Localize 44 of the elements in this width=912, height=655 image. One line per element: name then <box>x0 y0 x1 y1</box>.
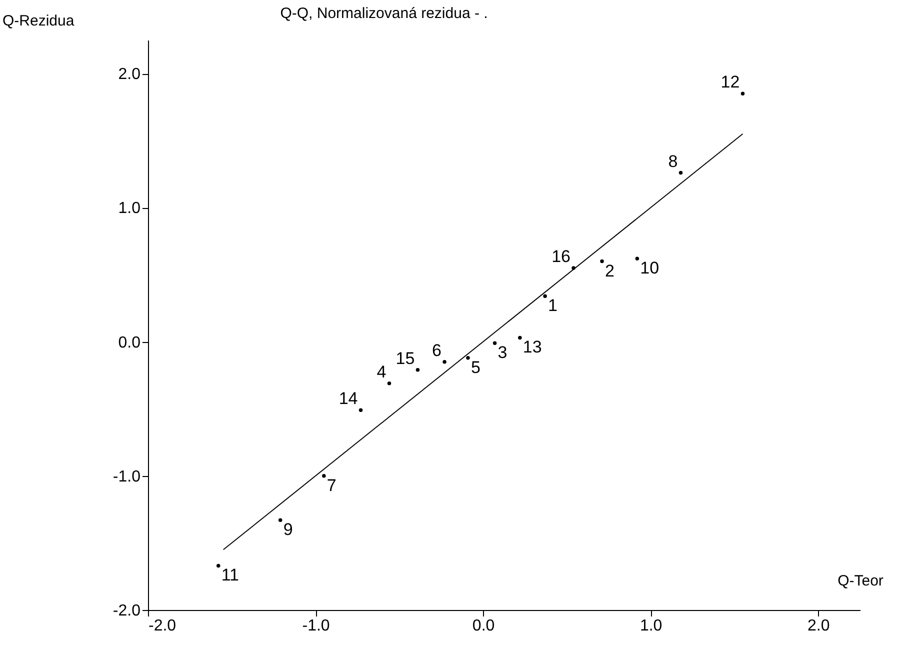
y-tick-label: -2.0 <box>112 602 141 620</box>
x-tick-label: 1.0 <box>640 618 662 634</box>
annotation: 9 <box>283 520 293 540</box>
point <box>740 92 745 96</box>
y-tick-label: 2.0 <box>118 66 141 84</box>
y-tick-label: 0.0 <box>118 334 141 352</box>
annotation: 4 <box>376 362 386 382</box>
annotation: 13 <box>522 338 542 357</box>
annotation: 11 <box>221 566 240 585</box>
chart-title: Q-Q, Normalizovaná rezidua - . <box>280 5 488 22</box>
point <box>678 170 683 175</box>
annotation: 7 <box>326 476 336 495</box>
point <box>278 518 282 522</box>
x-axis-title: Q-Teor <box>838 572 884 590</box>
annotation: 3 <box>498 343 508 362</box>
point <box>635 256 640 260</box>
x-tick-label: -2.0 <box>148 618 176 634</box>
x-tick-label: -1.0 <box>302 618 330 634</box>
annotation: 16 <box>552 247 571 266</box>
annotation: 1 <box>548 296 558 316</box>
annotation: 10 <box>640 258 660 278</box>
annotation: 15 <box>396 348 415 368</box>
point <box>442 360 446 364</box>
annotation: 5 <box>470 358 480 377</box>
point <box>416 368 420 372</box>
point <box>543 294 547 298</box>
point <box>322 474 326 478</box>
point <box>466 356 470 360</box>
point <box>387 381 392 386</box>
annotation: 6 <box>432 340 442 360</box>
annotation: 2 <box>605 261 614 280</box>
annotation: 12 <box>720 72 740 92</box>
point <box>518 336 522 340</box>
x-tick-label: 2.0 <box>807 618 830 634</box>
point <box>216 564 220 568</box>
y-tick-label: -1.0 <box>112 468 141 486</box>
point <box>492 341 497 345</box>
x-tick-label: 0.0 <box>472 618 495 634</box>
point <box>358 408 363 412</box>
y-axis-title: Q-Rezidua <box>2 12 75 30</box>
point <box>600 259 604 264</box>
annotation: 14 <box>338 389 358 408</box>
y-tick-label: 1.0 <box>118 200 141 218</box>
annotation: 8 <box>668 152 678 171</box>
